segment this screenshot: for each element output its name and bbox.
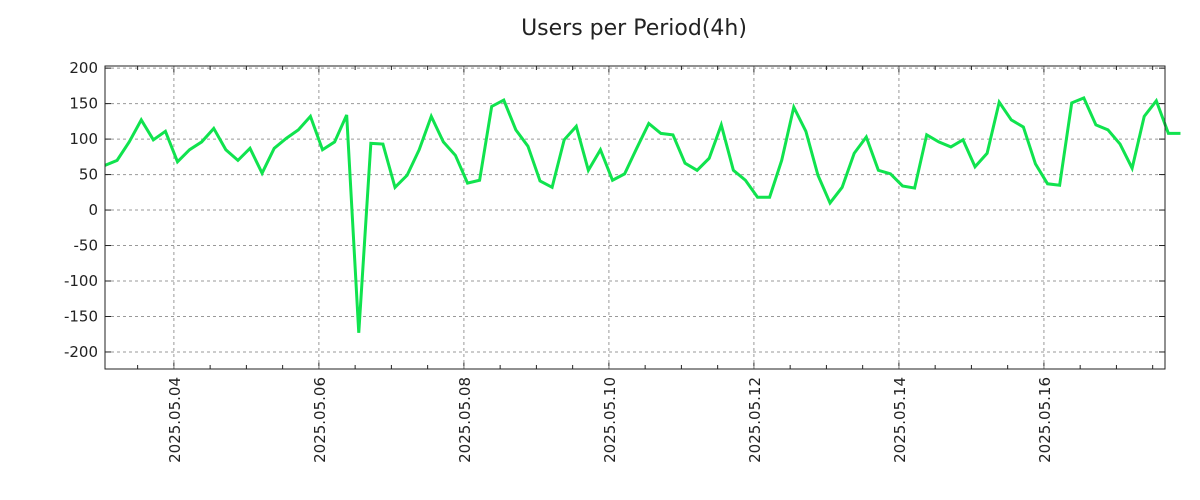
chart-title: Users per Period(4h) (521, 16, 747, 41)
x-tick-label: 2025.05.04 (166, 377, 184, 463)
y-tick-label: 150 (69, 95, 98, 113)
x-tick-label: 2025.05.08 (456, 377, 474, 463)
x-tick-label: 2025.05.14 (891, 377, 909, 463)
plot-frame (104, 65, 1166, 370)
y-tick-label: -150 (64, 307, 98, 325)
y-tick-label: -100 (64, 272, 98, 290)
x-tick-label: 2025.05.10 (601, 377, 619, 463)
x-tick-label: 2025.05.12 (746, 377, 764, 463)
x-tick-label: 2025.05.06 (311, 377, 329, 463)
x-tick-label: 2025.05.16 (1036, 377, 1054, 463)
y-tick-label: 0 (88, 201, 98, 219)
y-tick-label: -50 (74, 237, 99, 255)
y-tick-label: -200 (64, 343, 98, 361)
y-tick-label: 50 (79, 166, 98, 184)
y-tick-label: 100 (69, 130, 98, 148)
y-tick-label: 200 (69, 59, 98, 77)
series-line-users (104, 95, 1181, 333)
